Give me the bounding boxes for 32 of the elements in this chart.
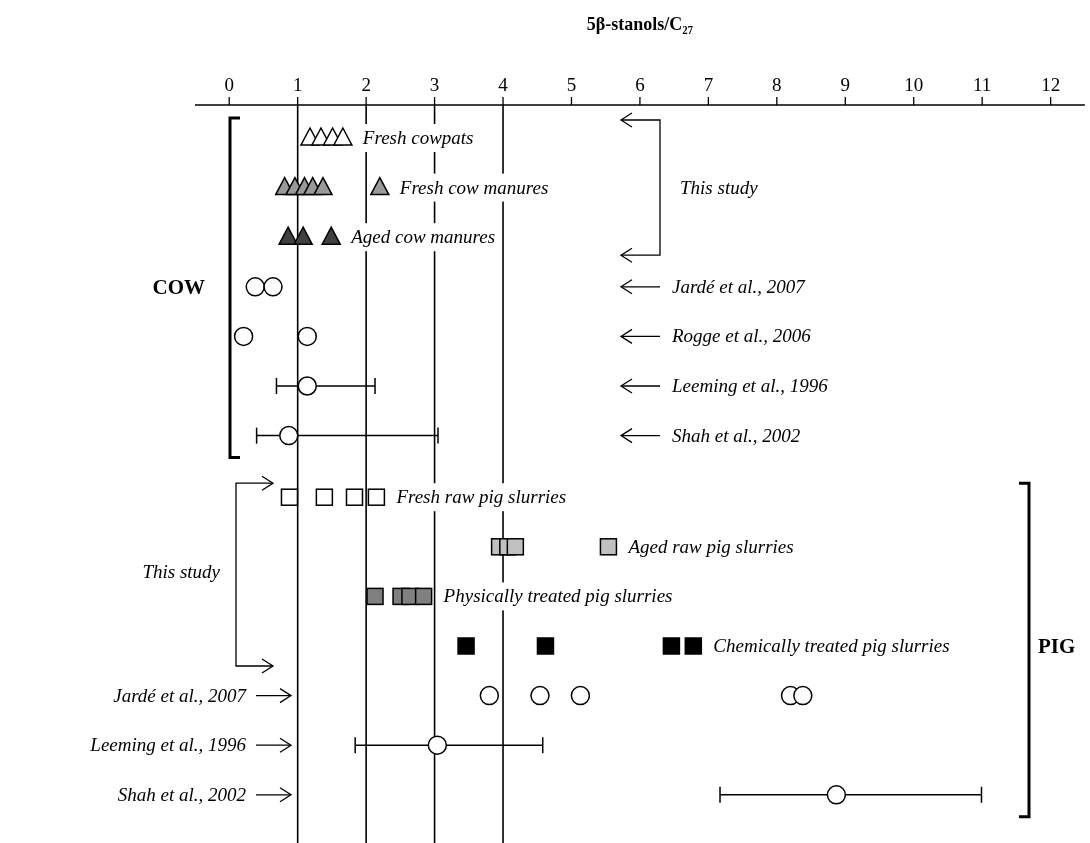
x-tick-label: 2 <box>361 74 371 95</box>
chart-title: 5β-stanols/C₂₇ <box>586 14 694 34</box>
x-tick-label: 1 <box>292 74 303 95</box>
x-tick-label: 12 <box>1041 74 1061 95</box>
x-tick-label: 7 <box>703 74 714 95</box>
annotation: COW <box>152 274 205 299</box>
y-tick-label: Aged raw pig slurries <box>626 535 794 557</box>
annotation: PIG <box>1038 634 1076 658</box>
y-tick-label: Jardé et al., 2007 <box>672 275 807 297</box>
y-tick-label: Fresh cowpats <box>361 127 474 148</box>
x-tick-label: 6 <box>635 74 645 95</box>
y-tick-label: Physically treated pig slurries <box>442 585 673 607</box>
x-tick-label: 3 <box>429 74 440 95</box>
x-tick-label: 10 <box>904 74 924 95</box>
x-tick-label: 8 <box>772 74 782 95</box>
x-tick-label: 4 <box>498 74 509 95</box>
y-tick-label: Fresh cow manures <box>398 176 549 198</box>
y-tick-label: Aged cow manures <box>349 226 496 248</box>
y-tick-label: Rogge et al., 2006 <box>671 325 812 347</box>
annotation: This study <box>680 176 759 198</box>
y-tick-label: Shah et al., 2002 <box>672 424 801 446</box>
y-tick-label: Fresh raw pig slurries <box>395 486 567 508</box>
x-tick-label: 0 <box>224 74 234 95</box>
x-tick-label: 5 <box>566 74 577 95</box>
y-tick-label: Leeming et al., 1996 <box>89 734 247 756</box>
annotation: This study <box>142 560 221 582</box>
x-tick-label: 11 <box>973 74 992 95</box>
y-tick-label: Leeming et al., 1996 <box>671 375 829 396</box>
y-tick-label: Shah et al., 2002 <box>117 783 247 805</box>
y-tick-label: Chemically treated pig slurries <box>713 635 950 656</box>
y-tick-label: Jardé et al., 2007 <box>113 684 248 706</box>
x-tick-label: 9 <box>840 74 851 95</box>
